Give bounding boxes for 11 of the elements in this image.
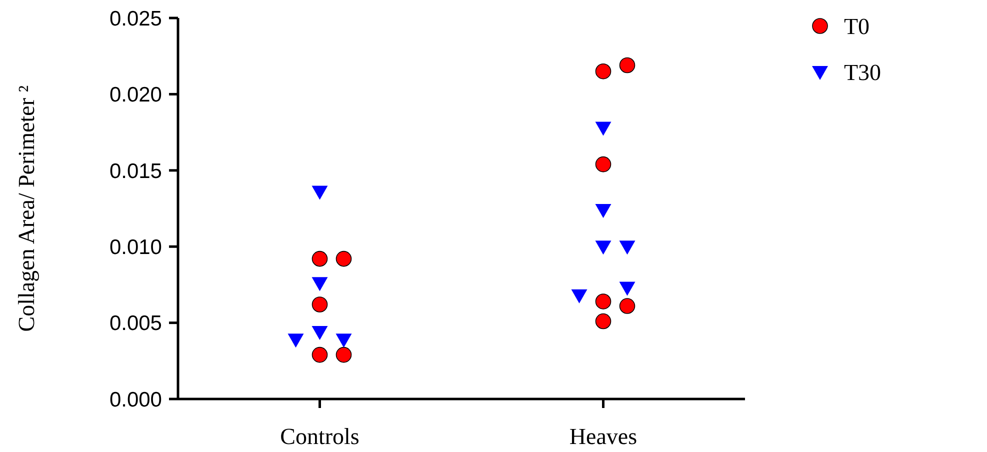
x-tick-label: Heaves xyxy=(569,424,638,449)
y-tick-label: 0.000 xyxy=(109,388,162,412)
y-tick-label: 0.010 xyxy=(109,236,162,259)
legend-label: T0 xyxy=(844,14,870,40)
legend-label: T30 xyxy=(844,60,882,86)
y-tick-label: 0.015 xyxy=(109,160,162,183)
y-tick-label: 0.025 xyxy=(109,7,162,30)
y-axis-title: Collagen Area/ Perimeter ² xyxy=(14,85,39,332)
x-tick-label: Controls xyxy=(280,424,360,449)
y-tick-label: 0.020 xyxy=(109,84,162,107)
y-tick-label: 0.005 xyxy=(109,312,162,336)
